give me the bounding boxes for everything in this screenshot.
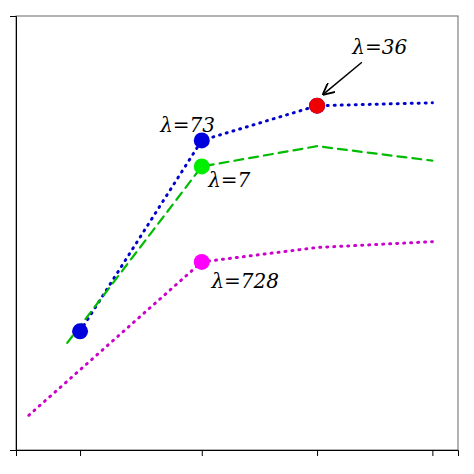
annotation-label: λ=728 (210, 269, 279, 293)
x-axis-line (17, 451, 459, 457)
x-axis (17, 450, 459, 456)
point (309, 98, 325, 114)
y-axis-line (10, 17, 17, 451)
plot-frame (16, 16, 458, 450)
annotation-label: λ=36 (351, 35, 407, 59)
x-tick (432, 450, 433, 456)
x-tick-mark (317, 450, 318, 456)
x-tick-mark (432, 450, 433, 456)
point (194, 254, 210, 270)
point (72, 323, 88, 339)
x-tick (317, 450, 318, 456)
annotation-arrow (323, 62, 361, 94)
x-tick (202, 450, 203, 456)
annotation-label: λ=73 (159, 113, 215, 137)
annotation-label: λ=7 (207, 168, 250, 192)
plot: λ=73 λ=7 λ=728 λ=36 (10, 16, 459, 456)
chart: λ=73 λ=7 λ=728 λ=36 (0, 0, 474, 474)
y-axis (10, 17, 17, 451)
series-line (80, 103, 432, 332)
point (309, 98, 325, 114)
annotations: λ=73 λ=7 λ=728 λ=36 (159, 35, 407, 293)
x-tick (80, 450, 81, 456)
marks (29, 98, 433, 416)
x-tick-mark (202, 450, 203, 456)
series-line (29, 242, 433, 416)
x-tick-mark (80, 450, 81, 456)
